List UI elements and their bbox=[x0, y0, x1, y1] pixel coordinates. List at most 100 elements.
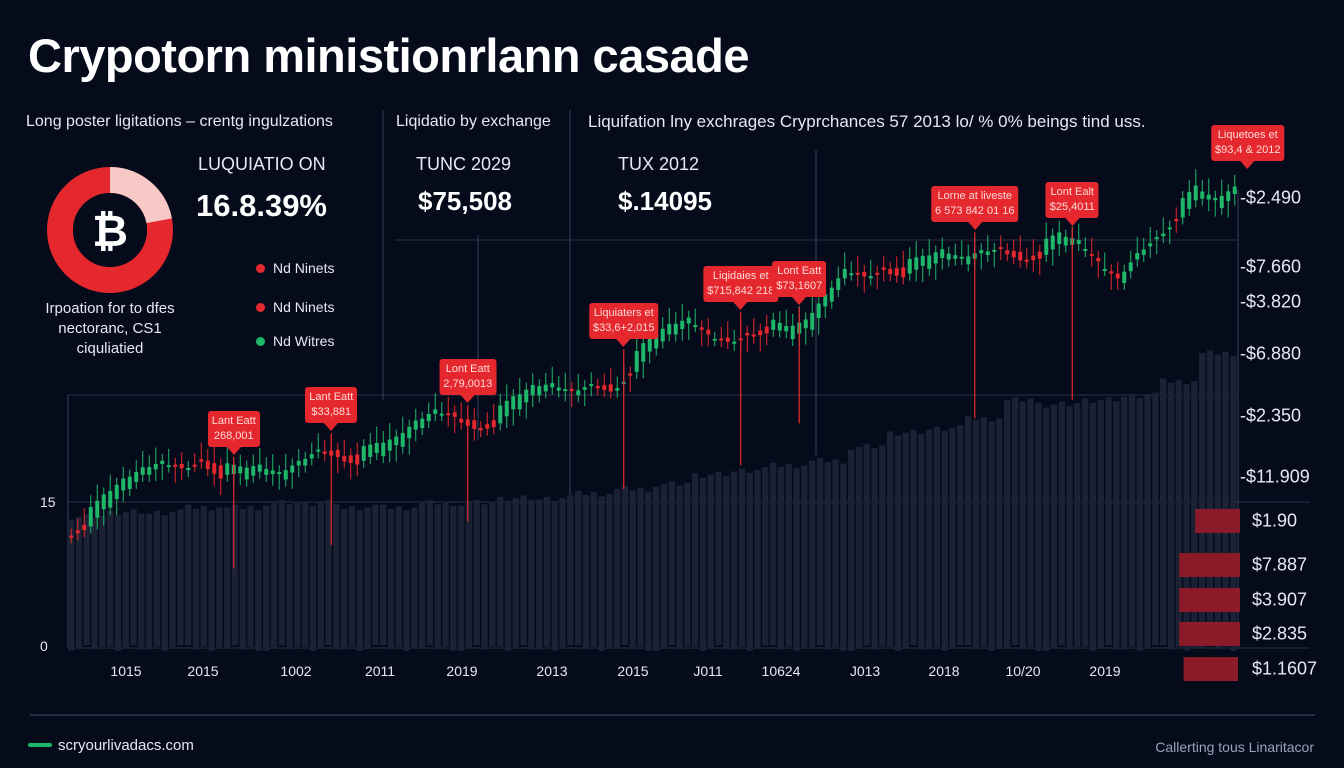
volume-bar bbox=[972, 420, 980, 650]
candle-body bbox=[335, 449, 340, 458]
volume-bar bbox=[676, 485, 683, 650]
volume-bar bbox=[309, 505, 317, 651]
candle-body bbox=[673, 323, 678, 335]
liquidation-callout: Liquetoes et $93,4 & 2012 bbox=[1211, 125, 1285, 170]
candle-body bbox=[979, 250, 984, 254]
candle-body bbox=[316, 449, 321, 452]
stat-label: LUQUIATIO ON bbox=[198, 154, 326, 174]
candle-body bbox=[894, 268, 899, 276]
liquidation-bar-label: $2.835 bbox=[1252, 623, 1308, 644]
candle-body bbox=[719, 338, 724, 341]
callout-label: Lont Eatt bbox=[777, 265, 822, 278]
volume-bar bbox=[231, 504, 239, 646]
volume-bar bbox=[458, 505, 465, 651]
volume-bar bbox=[809, 460, 816, 648]
candle-body bbox=[459, 418, 464, 423]
candle-body bbox=[1232, 186, 1237, 195]
candle-body bbox=[400, 433, 405, 447]
candle-body bbox=[153, 463, 158, 470]
volume-bar bbox=[512, 498, 519, 648]
candle-body bbox=[784, 326, 789, 332]
candle-body bbox=[82, 524, 87, 531]
footer-site[interactable]: scryourlivadacs.com bbox=[58, 737, 194, 754]
volume-bar bbox=[489, 501, 496, 647]
volume-bar bbox=[777, 466, 785, 650]
volume-bar bbox=[99, 515, 106, 647]
volume-bar bbox=[130, 509, 137, 646]
candle-body bbox=[452, 412, 457, 417]
volume-bar bbox=[325, 500, 332, 646]
volume-bar bbox=[465, 502, 473, 648]
liquidation-bar bbox=[1179, 553, 1240, 577]
volume-bar bbox=[543, 496, 551, 647]
subheading-exchanges: Liquifation lny exchrages Cryprchances 5… bbox=[588, 112, 1146, 131]
volume-bar bbox=[1175, 379, 1182, 647]
volume-bar bbox=[1035, 402, 1042, 651]
callout-label: Lant Eatt bbox=[211, 414, 256, 427]
liquidation-callout: Liquiaters et $33,6+2,015 bbox=[589, 303, 659, 348]
volume-bar bbox=[426, 500, 434, 646]
volume-bar bbox=[629, 490, 636, 650]
stat-label-1: TUNC 2029 bbox=[416, 154, 512, 174]
x-tick-label: 1002 bbox=[280, 663, 312, 679]
volume-bar bbox=[598, 496, 605, 651]
candle-body bbox=[563, 389, 568, 392]
candle-body bbox=[147, 467, 152, 475]
volume-bar bbox=[863, 443, 870, 646]
candle-body bbox=[933, 252, 938, 264]
volume-bar bbox=[567, 495, 574, 646]
candle-body bbox=[881, 267, 886, 270]
x-tick-label: J013 bbox=[849, 663, 881, 679]
volume-bar bbox=[949, 428, 956, 648]
candle-body bbox=[868, 276, 873, 279]
volume-bar bbox=[341, 509, 348, 650]
volume-bar bbox=[1144, 395, 1151, 648]
volume-bar bbox=[848, 449, 855, 651]
legend-dot bbox=[256, 263, 265, 273]
candle-body bbox=[1076, 239, 1081, 244]
candle-body bbox=[244, 467, 249, 480]
candle-body bbox=[1005, 250, 1010, 255]
liquidation-callout: Lant Eatt 268,001 bbox=[207, 410, 260, 455]
liquidation-bar-label: $1.1607 bbox=[1252, 658, 1318, 679]
candle-body bbox=[1200, 191, 1205, 199]
candle-body bbox=[790, 325, 795, 340]
candle-body bbox=[862, 272, 867, 277]
candle-body bbox=[543, 384, 548, 392]
volume-bar bbox=[1160, 378, 1167, 646]
candle-body bbox=[823, 294, 828, 307]
volume-bar bbox=[504, 501, 512, 651]
volume-bar bbox=[1206, 350, 1214, 646]
candle-body bbox=[127, 476, 132, 489]
callout-label: Lont Eatt bbox=[445, 363, 490, 376]
volume-bar bbox=[278, 500, 285, 646]
volume-bar bbox=[333, 504, 340, 650]
candle-body bbox=[1044, 238, 1049, 255]
volume-bar bbox=[887, 431, 894, 647]
candle-body bbox=[1050, 235, 1055, 250]
x-tick-label: 2015 bbox=[617, 663, 649, 679]
volume-bar bbox=[1097, 399, 1104, 648]
volume-bar bbox=[1011, 397, 1019, 646]
volume-bar bbox=[707, 474, 714, 648]
candle-body bbox=[179, 463, 184, 469]
candle-body bbox=[342, 456, 347, 462]
callout-value: $73,1607 bbox=[776, 280, 823, 293]
candle-body bbox=[75, 530, 80, 534]
volume-bar bbox=[75, 516, 83, 648]
candle-body bbox=[803, 319, 808, 329]
candle-body bbox=[576, 390, 581, 396]
y-tick-label: -$2.350 bbox=[1240, 405, 1302, 426]
candle-body bbox=[907, 258, 912, 274]
volume-bar bbox=[114, 515, 122, 651]
candle-body bbox=[758, 330, 763, 336]
candle-body bbox=[959, 256, 964, 259]
x-tick-label: 2011 bbox=[364, 663, 396, 679]
candle-body bbox=[745, 332, 750, 336]
candle-body bbox=[225, 463, 230, 475]
candle-body bbox=[511, 396, 516, 410]
candle-body bbox=[205, 460, 210, 470]
volume-bar bbox=[957, 425, 964, 646]
candle-body bbox=[693, 325, 698, 328]
candle-body bbox=[296, 460, 301, 466]
